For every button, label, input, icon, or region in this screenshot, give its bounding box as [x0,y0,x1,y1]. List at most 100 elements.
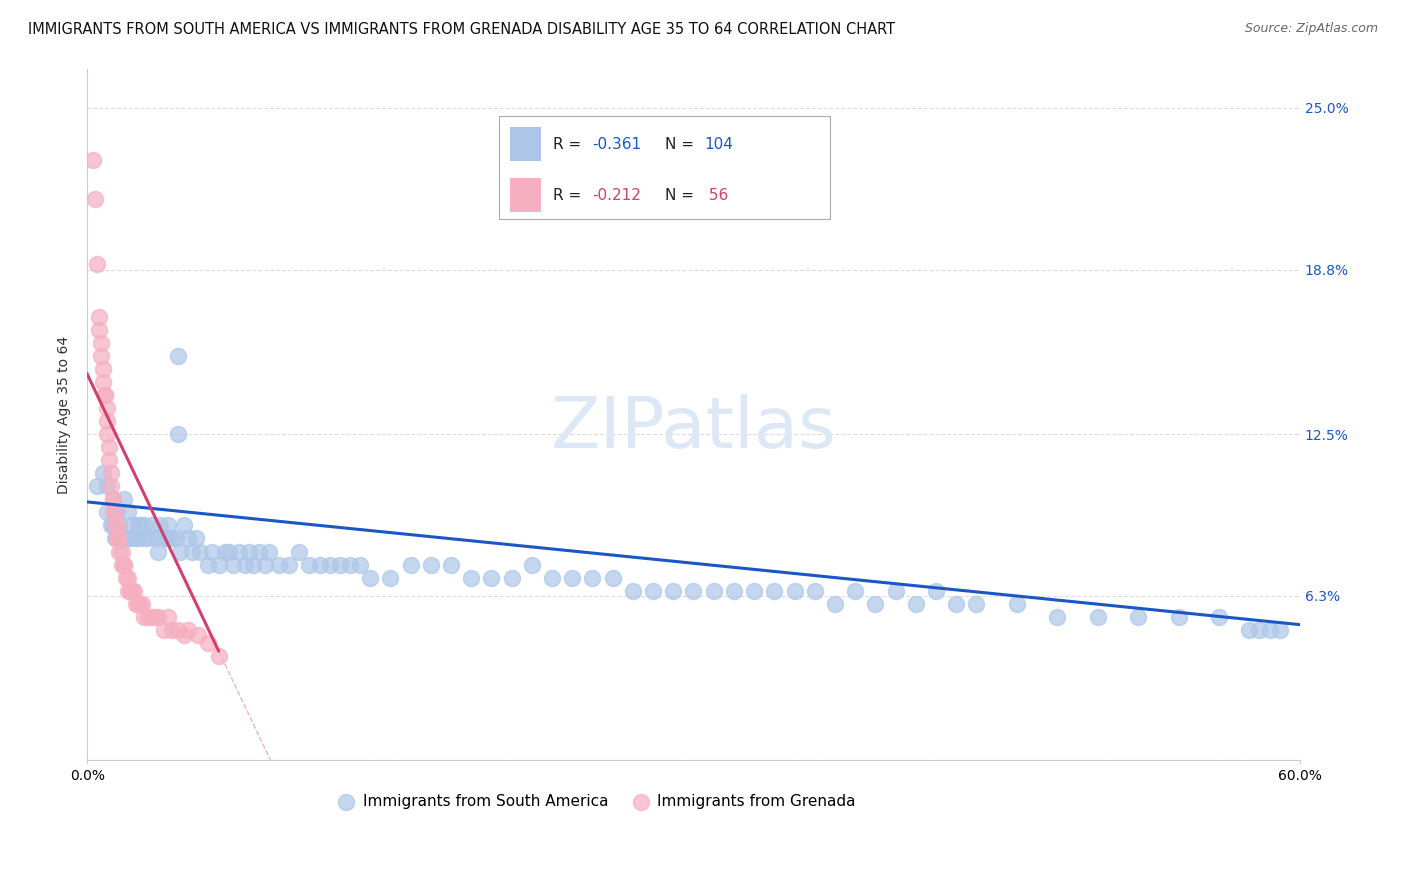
Immigrants from South America [132,518,155,533]
Immigrants from South America [742,583,765,598]
Immigrants from Grenada [141,609,163,624]
Immigrants from South America [308,558,330,572]
Immigrants from Grenada [103,492,125,507]
Immigrants from South America [96,505,118,519]
Legend: Immigrants from South America, Immigrants from Grenada: Immigrants from South America, Immigrant… [330,788,862,815]
Immigrants from South America [146,544,169,558]
Immigrants from South America [269,558,291,572]
Immigrants from Grenada [118,583,141,598]
Immigrants from South America [1239,623,1261,637]
Immigrants from South America [124,532,146,546]
Immigrants from Grenada [112,558,135,572]
Immigrants from South America [278,558,301,572]
Immigrants from South America [561,571,583,585]
Immigrants from Grenada [145,609,167,624]
Immigrants from South America [1005,597,1028,611]
Immigrants from Grenada [96,427,118,442]
Immigrants from Grenada [98,440,121,454]
Immigrants from South America [136,532,159,546]
Immigrants from South America [91,466,114,480]
Immigrants from South America [132,532,155,546]
Immigrants from South America [399,558,422,572]
Immigrants from South America [1167,609,1189,624]
Immigrants from South America [112,532,135,546]
Immigrants from South America [186,532,208,546]
Immigrants from South America [1208,609,1230,624]
Immigrants from Grenada [173,628,195,642]
Immigrants from South America [380,571,402,585]
Immigrants from South America [121,532,143,546]
Immigrants from Grenada [86,257,108,271]
Text: IMMIGRANTS FROM SOUTH AMERICA VS IMMIGRANTS FROM GRENADA DISABILITY AGE 35 TO 64: IMMIGRANTS FROM SOUTH AMERICA VS IMMIGRA… [28,22,896,37]
Immigrants from Grenada [124,597,146,611]
Immigrants from South America [501,571,523,585]
Immigrants from South America [228,544,250,558]
Immigrants from Grenada [110,544,132,558]
Immigrants from Grenada [131,597,153,611]
Immigrants from South America [96,479,118,493]
Immigrants from Grenada [110,558,132,572]
Immigrants from South America [127,532,149,546]
Immigrants from South America [1046,609,1069,624]
Immigrants from Grenada [100,479,122,493]
Immigrants from South America [1249,623,1271,637]
Immigrants from Grenada [112,558,135,572]
Text: R =: R = [553,188,586,203]
Immigrants from Grenada [132,609,155,624]
Immigrants from South America [188,544,211,558]
Immigrants from South America [965,597,987,611]
Immigrants from South America [440,558,463,572]
Immigrants from Grenada [187,628,209,642]
Immigrants from South America [298,558,321,572]
Immigrants from South America [460,571,482,585]
Immigrants from South America [167,427,190,442]
Immigrants from South America [602,571,624,585]
Immigrants from South America [165,532,187,546]
Immigrants from Grenada [127,597,149,611]
Text: -0.212: -0.212 [592,188,641,203]
Immigrants from Grenada [156,609,179,624]
Immigrants from Grenada [84,192,107,206]
Y-axis label: Disability Age 35 to 64: Disability Age 35 to 64 [58,335,72,493]
Immigrants from Grenada [136,609,159,624]
Immigrants from South America [169,544,191,558]
Immigrants from South America [214,544,236,558]
Immigrants from South America [145,532,167,546]
Immigrants from South America [128,518,150,533]
Immigrants from South America [207,558,229,572]
Immigrants from South America [1087,609,1109,624]
Immigrants from South America [218,544,240,558]
Immigrants from South America [763,583,786,598]
Immigrants from South America [419,558,441,572]
Immigrants from Grenada [117,583,139,598]
Immigrants from South America [824,597,846,611]
Immigrants from South America [107,505,129,519]
Immigrants from Grenada [90,349,112,363]
Immigrants from South America [156,532,179,546]
Immigrants from Grenada [107,518,129,533]
Immigrants from Grenada [121,583,143,598]
Immigrants from Grenada [103,492,125,507]
Text: -0.361: -0.361 [592,137,641,153]
Immigrants from South America [945,597,967,611]
Immigrants from Grenada [82,153,104,167]
Immigrants from South America [904,597,927,611]
Immigrants from South America [884,583,907,598]
Immigrants from South America [121,518,143,533]
Immigrants from Grenada [117,571,139,585]
Text: N =: N = [665,188,699,203]
Immigrants from South America [349,558,371,572]
Immigrants from South America [86,479,108,493]
Immigrants from South America [1258,623,1281,637]
Immigrants from South America [253,558,276,572]
Immigrants from South America [108,518,131,533]
Immigrants from Grenada [96,414,118,428]
Immigrants from Grenada [146,609,169,624]
Text: 56: 56 [704,188,728,203]
Immigrants from South America [257,544,280,558]
Immigrants from South America [160,532,183,546]
Immigrants from South America [104,532,127,546]
Immigrants from South America [233,558,256,572]
Immigrants from South America [177,532,200,546]
Immigrants from South America [221,558,243,572]
